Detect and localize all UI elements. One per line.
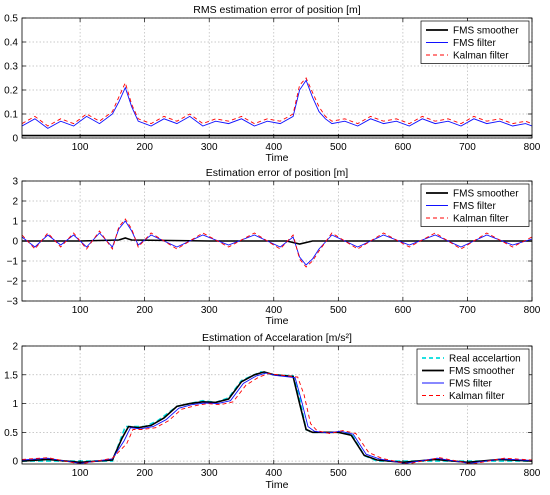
- chart-title: RMS estimation error of position [m]: [193, 4, 361, 16]
- series-line-fms-smoother: [22, 371, 532, 464]
- chart-panel-1: 100 200 300 400 500 600 700 800 0 0.1 0.2 0.3 0.4 0.5…: [4, 4, 541, 164]
- x-tick-label: 400: [265, 305, 282, 316]
- chart-title: Estimation of Accelaration [m/s²]: [202, 332, 352, 344]
- chart-panel-3: 100 200 300 400 500 600 700 800 0 0.5 1 1.5 2 Estimat…: [4, 332, 541, 491]
- legend-label: Kalman filter: [453, 214, 509, 225]
- series-line-kalman-filter: [22, 373, 532, 464]
- y-tick-label: 0.3: [4, 62, 18, 73]
- y-tick-label: 0.2: [4, 86, 18, 97]
- x-tick-label: 600: [395, 305, 412, 316]
- legend-label: FMS filter: [453, 38, 496, 49]
- x-tick-label: 500: [330, 142, 347, 153]
- chart-title: Estimation error of position [m]: [206, 167, 348, 179]
- series-line-kalman-filter: [22, 77, 532, 127]
- x-tick-label: 100: [72, 468, 89, 479]
- x-tick-label: 600: [395, 142, 412, 153]
- series-line-fms-filter: [22, 79, 532, 129]
- legend-label: Kalman filter: [453, 51, 509, 62]
- x-axis-label: Time: [266, 479, 289, 491]
- x-tick-label: 100: [72, 305, 89, 316]
- series-line-fms-filter: [22, 372, 532, 464]
- legend-label: Real accelartion: [449, 354, 521, 365]
- series-group: [22, 218, 532, 268]
- legend-label: FMS smoother: [449, 366, 515, 377]
- y-tick-label: 0: [12, 237, 18, 248]
- legend-label: FMS filter: [453, 201, 496, 212]
- x-tick-label: 400: [265, 142, 282, 153]
- x-tick-label: 800: [524, 142, 541, 153]
- x-tick-label: 500: [330, 468, 347, 479]
- x-tick-label: 200: [136, 142, 153, 153]
- series-group: [22, 371, 532, 464]
- y-tick-label: −3: [7, 297, 19, 308]
- x-axis-label: Time: [266, 152, 289, 164]
- x-tick-label: 200: [136, 468, 153, 479]
- x-tick-label: 400: [265, 468, 282, 479]
- y-tick-label: 2: [12, 197, 18, 208]
- y-tick-label: 0: [12, 457, 18, 468]
- x-tick-label: 500: [330, 305, 347, 316]
- x-tick-label: 100: [72, 142, 89, 153]
- y-tick-label: 2: [12, 342, 18, 353]
- x-tick-label: 300: [201, 468, 218, 479]
- series-line-kalman-filter: [22, 218, 532, 268]
- x-tick-label: 700: [459, 305, 476, 316]
- x-tick-label: 200: [136, 305, 153, 316]
- y-tick-label: 0.5: [4, 14, 18, 25]
- legend-label: FMS filter: [449, 379, 492, 390]
- y-tick-label: 1: [12, 399, 18, 410]
- x-tick-label: 800: [524, 305, 541, 316]
- legend-label: FMS smoother: [453, 189, 519, 200]
- y-tick-label: 1.5: [4, 370, 18, 381]
- legend-label: Kalman filter: [449, 391, 505, 402]
- y-tick-label: 3: [12, 177, 18, 188]
- x-tick-label: 700: [459, 142, 476, 153]
- axes-box: [21, 345, 533, 465]
- axes-box: [21, 17, 533, 139]
- y-tick-label: 0: [12, 134, 18, 145]
- y-tick-label: 0.1: [4, 110, 18, 121]
- x-tick-label: 300: [201, 305, 218, 316]
- x-tick-label: 800: [524, 468, 541, 479]
- legend-label: FMS smoother: [453, 26, 519, 37]
- x-tick-label: 300: [201, 142, 218, 153]
- legend-box: [416, 348, 530, 405]
- y-tick-label: 0.5: [4, 428, 18, 439]
- x-tick-label: 600: [395, 468, 412, 479]
- x-axis-label: Time: [266, 315, 289, 327]
- y-tick-label: −1: [7, 257, 19, 268]
- chart-panel-2: 100 200 300 400 500 600 700 800 −3 −2 −1 0 1 2 3 Estima…: [7, 167, 541, 327]
- y-tick-label: −2: [7, 277, 19, 288]
- x-tick-label: 700: [459, 468, 476, 479]
- y-tick-label: 0.4: [4, 38, 18, 49]
- y-tick-label: 1: [12, 217, 18, 228]
